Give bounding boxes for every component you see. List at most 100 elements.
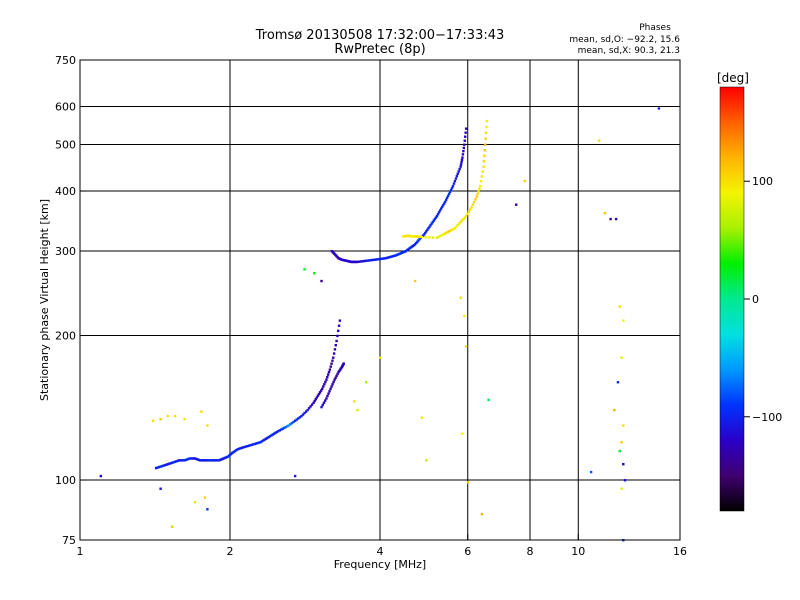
data-point xyxy=(369,259,372,262)
data-point xyxy=(479,180,483,183)
data-point xyxy=(241,446,245,449)
data-point xyxy=(431,220,434,224)
data-point xyxy=(278,429,281,432)
data-point xyxy=(523,179,526,183)
data-point xyxy=(324,380,327,384)
x-tick-label: 16 xyxy=(673,545,687,558)
data-point xyxy=(447,192,451,196)
data-point xyxy=(329,387,332,391)
data-point xyxy=(198,459,202,462)
data-point xyxy=(616,381,620,384)
data-point xyxy=(444,231,448,235)
data-point xyxy=(620,487,623,490)
data-point xyxy=(460,160,463,164)
data-point xyxy=(328,368,332,371)
data-point xyxy=(397,253,400,256)
data-point xyxy=(280,428,283,431)
data-point xyxy=(379,356,382,359)
data-point xyxy=(432,236,435,239)
data-point xyxy=(314,398,317,401)
data-point xyxy=(475,195,478,198)
data-point xyxy=(456,172,459,175)
data-point xyxy=(413,243,417,246)
data-point xyxy=(452,227,455,231)
data-point xyxy=(449,188,453,192)
data-point xyxy=(165,463,168,466)
data-point xyxy=(327,370,331,374)
data-point xyxy=(474,198,477,201)
data-point xyxy=(609,217,612,221)
data-point xyxy=(450,228,454,231)
data-point xyxy=(443,232,446,235)
data-point xyxy=(445,196,449,200)
data-point xyxy=(151,419,155,422)
data-point xyxy=(455,174,459,178)
data-point xyxy=(376,258,379,261)
data-point xyxy=(204,459,208,462)
data-point xyxy=(438,209,442,212)
data-point xyxy=(182,459,185,462)
data-point xyxy=(332,380,335,384)
data-point xyxy=(284,425,287,429)
data-point xyxy=(183,418,186,421)
data-point xyxy=(440,234,443,237)
data-point xyxy=(173,414,177,418)
data-point xyxy=(203,496,207,499)
data-point xyxy=(460,219,464,222)
data-point xyxy=(207,459,210,462)
data-point xyxy=(398,252,401,256)
data-point xyxy=(177,459,181,462)
y-axis-label: Stationary phase Virtual Height [km] xyxy=(38,199,51,401)
data-point xyxy=(589,470,593,474)
data-point xyxy=(293,419,297,422)
data-point xyxy=(405,234,409,238)
chart-subtitle: RwPretec (8p) xyxy=(334,42,425,57)
x-tick-label: 6 xyxy=(464,545,471,558)
data-point xyxy=(316,394,320,397)
data-point xyxy=(173,460,177,463)
data-point xyxy=(293,474,297,478)
data-point xyxy=(231,451,234,455)
data-point xyxy=(365,381,368,384)
data-point xyxy=(447,230,451,233)
data-point xyxy=(451,184,455,188)
data-point xyxy=(191,457,194,460)
data-point xyxy=(159,465,162,468)
data-point xyxy=(597,139,601,142)
data-point xyxy=(455,225,458,228)
data-point xyxy=(285,425,289,428)
data-point xyxy=(338,319,342,322)
data-point xyxy=(159,487,162,490)
data-point xyxy=(446,194,450,198)
data-point xyxy=(162,464,165,467)
data-point xyxy=(257,441,261,444)
data-point xyxy=(171,461,174,464)
data-point xyxy=(481,170,484,173)
data-point xyxy=(306,408,309,412)
data-point xyxy=(292,420,295,424)
data-point xyxy=(484,131,488,135)
x-tick-label: 4 xyxy=(377,545,384,558)
data-point xyxy=(459,165,462,168)
data-point xyxy=(160,464,164,468)
data-point xyxy=(480,175,484,178)
data-point xyxy=(367,259,371,262)
data-point xyxy=(622,424,625,427)
data-point xyxy=(264,437,268,440)
data-point xyxy=(462,149,465,153)
data-point xyxy=(232,450,235,454)
data-point xyxy=(620,356,623,359)
data-point xyxy=(356,408,359,412)
data-point xyxy=(342,362,345,365)
data-point xyxy=(429,223,432,227)
data-point xyxy=(179,459,182,462)
data-point xyxy=(246,444,249,448)
data-point xyxy=(470,206,473,209)
y-tick-label: 400 xyxy=(55,185,76,198)
data-point xyxy=(277,430,280,433)
colorbar-tick-label: 0 xyxy=(752,293,759,306)
data-point xyxy=(400,251,404,254)
data-point xyxy=(466,212,469,216)
data-point xyxy=(321,403,324,407)
data-point xyxy=(260,440,264,443)
